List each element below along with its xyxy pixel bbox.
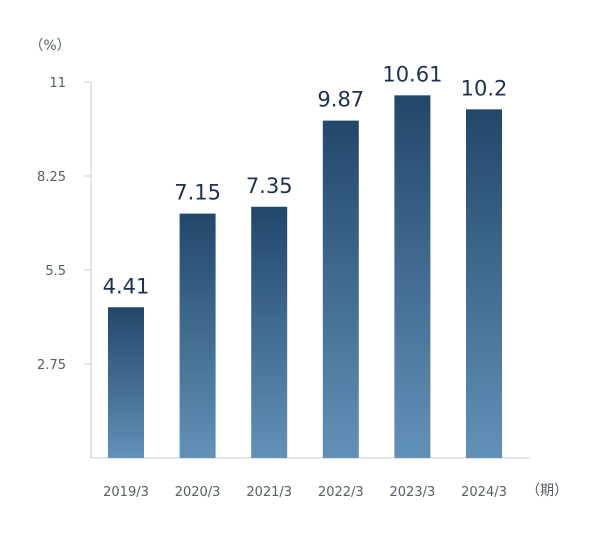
y-axis-unit: （%） [29, 38, 70, 54]
bar-value-label: 7.35 [246, 174, 293, 198]
bar-2023-3 [394, 95, 431, 459]
y-axis-ticks: 2.75 5.5 8.25 11 [37, 76, 91, 373]
bar-value-label: 10.61 [382, 62, 442, 86]
bars: 4.41 7.15 7.35 9.87 10.61 10.2 [103, 62, 508, 459]
bar-value-label: 9.87 [317, 88, 364, 112]
bar-value-label: 4.41 [103, 274, 150, 298]
x-axis-ticks: 2019/3 2020/3 2021/3 2022/3 2023/3 2024/3 [103, 485, 507, 500]
y-tick-label: 11 [49, 76, 66, 91]
x-tick-label: 2023/3 [390, 485, 436, 500]
x-tick-label: 2021/3 [246, 485, 292, 500]
bar-2021-3 [251, 206, 288, 458]
y-tick-label: 5.5 [45, 264, 66, 279]
bar-value-label: 10.2 [461, 76, 508, 100]
bar-value-label: 7.15 [174, 181, 221, 205]
x-tick-label: 2019/3 [103, 485, 149, 500]
x-axis-unit: （期） [526, 483, 568, 499]
x-tick-label: 2020/3 [175, 485, 221, 500]
y-tick-label: 2.75 [37, 358, 66, 373]
bar-2024-3 [466, 109, 502, 458]
x-tick-label: 2022/3 [318, 485, 364, 500]
bar-2020-3 [179, 213, 216, 458]
bar-2022-3 [322, 120, 359, 458]
x-tick-label: 2024/3 [461, 485, 507, 500]
bar-2019-3 [108, 307, 144, 458]
y-tick-label: 8.25 [37, 170, 66, 185]
